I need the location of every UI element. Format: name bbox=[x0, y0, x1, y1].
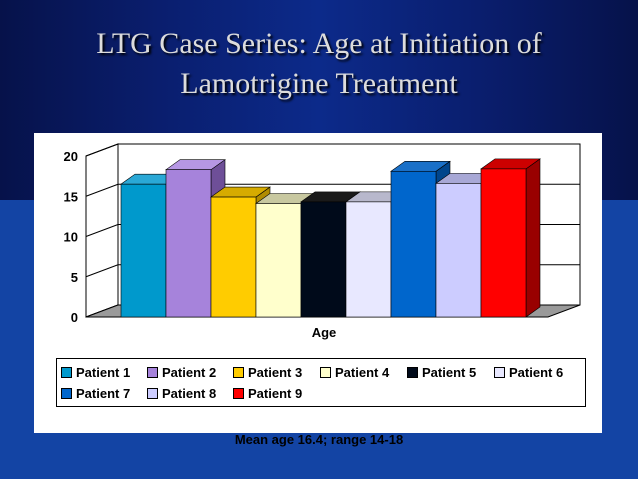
legend-item-patient-5: Patient 5 bbox=[407, 365, 476, 381]
footnote: Mean age 16.4; range 14-18 bbox=[234, 432, 404, 447]
legend-item-patient-3: Patient 3 bbox=[233, 365, 302, 381]
chart-legend: Patient 1 Patient 2 Patient 3 Patient 4 Pati… bbox=[56, 358, 586, 407]
legend-label: Patient 6 bbox=[509, 365, 564, 380]
legend-swatch bbox=[147, 367, 158, 379]
slide-title-line-2: Lamotrigine Treatment bbox=[180, 67, 458, 100]
slide-title-line-1: LTG Case Series: Age at Initiation of bbox=[96, 27, 542, 60]
legend-swatch bbox=[494, 367, 505, 379]
legend-label: Patient 2 bbox=[162, 365, 217, 380]
gridline-diagonal bbox=[85, 183, 119, 197]
bar-patient-3 bbox=[210, 196, 257, 318]
chart-panel: 0 5 10 15 20 Age bbox=[34, 133, 602, 433]
legend-swatch bbox=[147, 388, 158, 400]
bar-patient-2 bbox=[165, 169, 212, 318]
legend-item-patient-7: Patient 7 bbox=[61, 386, 130, 402]
legend-label: Patient 9 bbox=[248, 386, 303, 401]
legend-label: Patient 4 bbox=[335, 365, 390, 380]
x-axis-label: Age bbox=[312, 325, 337, 340]
bar-chart: 0 5 10 15 20 Age bbox=[64, 143, 581, 340]
legend-item-patient-4: Patient 4 bbox=[320, 365, 389, 381]
bar-patient-4 bbox=[255, 203, 302, 318]
bar-side-9 bbox=[525, 158, 541, 318]
legend-label: Patient 1 bbox=[76, 365, 131, 380]
bar-patient-8 bbox=[435, 183, 482, 318]
legend-swatch bbox=[61, 367, 72, 379]
bar-patient-9 bbox=[480, 168, 527, 318]
legend-label: Patient 8 bbox=[162, 386, 217, 401]
gridline-diagonal bbox=[85, 143, 119, 157]
legend-swatch bbox=[407, 367, 418, 379]
bar-patient-6 bbox=[345, 201, 392, 318]
y-tick-label: 5 bbox=[71, 270, 78, 285]
legend-swatch bbox=[320, 367, 331, 379]
bar-patient-7 bbox=[390, 170, 437, 318]
legend-item-patient-2: Patient 2 bbox=[147, 365, 216, 381]
legend-item-patient-9: Patient 9 bbox=[233, 386, 302, 402]
legend-swatch bbox=[233, 388, 244, 400]
legend-item-patient-6: Patient 6 bbox=[494, 365, 563, 381]
legend-label: Patient 7 bbox=[76, 386, 131, 401]
legend-item-patient-8: Patient 8 bbox=[147, 386, 216, 402]
y-tick-label: 15 bbox=[64, 189, 78, 204]
y-tick-label: 20 bbox=[64, 149, 78, 164]
bar-patient-5 bbox=[300, 201, 347, 318]
legend-swatch bbox=[233, 367, 244, 379]
legend-label: Patient 3 bbox=[248, 365, 303, 380]
gridline-diagonal bbox=[85, 224, 119, 237]
legend-label: Patient 5 bbox=[422, 365, 477, 380]
slide-title: LTG Case Series: Age at Initiation of La… bbox=[0, 24, 638, 104]
legend-swatch bbox=[61, 388, 72, 400]
y-tick-label: 10 bbox=[64, 230, 78, 245]
bar-patient-1 bbox=[120, 183, 167, 318]
legend-item-patient-1: Patient 1 bbox=[61, 365, 130, 381]
y-tick-label: 0 bbox=[71, 310, 78, 325]
gridline-diagonal bbox=[85, 264, 119, 278]
